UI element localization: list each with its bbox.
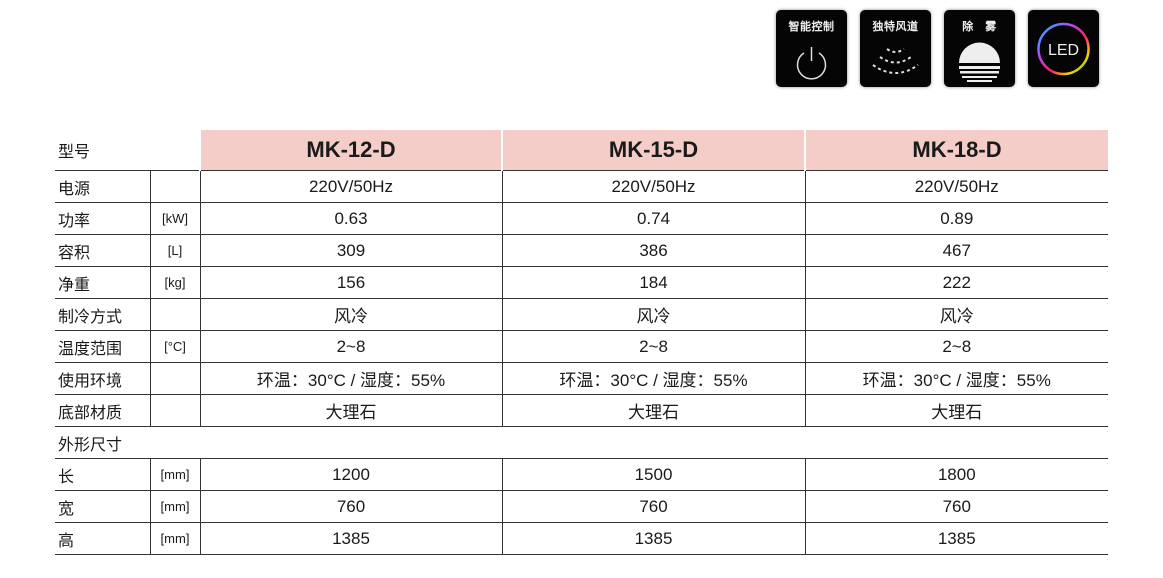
feature-defog: 除 雾 — [944, 10, 1015, 87]
model-header: MK-12-D — [199, 130, 502, 171]
row-unit: [kW] — [149, 202, 200, 235]
led-ring-icon: LED — [1037, 22, 1090, 76]
feature-label: 除 雾 — [962, 20, 997, 33]
cell-value: 2~8 — [199, 330, 502, 363]
cell-value: 风冷 — [501, 298, 805, 331]
cell-value: 760 — [199, 490, 502, 523]
row-label: 宽 — [55, 490, 150, 523]
cell-value: 环温：30°C / 湿度：55% — [199, 362, 502, 395]
feature-led: LED — [1028, 10, 1099, 87]
table-row: 温度范围 [°C] 2~8 2~8 2~8 — [55, 330, 1108, 363]
row-label: 底部材质 — [55, 394, 150, 427]
cell-value: 1385 — [501, 522, 805, 555]
header-label: 型号 — [55, 130, 200, 171]
cell-value: 1385 — [804, 522, 1108, 555]
table-row: 容积 [L] 309 386 467 — [55, 234, 1108, 267]
cell-value: 大理石 — [804, 394, 1108, 427]
cell-value: 2~8 — [501, 330, 805, 363]
cell-value: 467 — [804, 234, 1108, 267]
spec-table: 型号 MK-12-D MK-15-D MK-18-D 电源 220V/50Hz 22… — [55, 130, 1108, 555]
row-unit — [149, 394, 200, 427]
feature-smart-control: 智能控制 — [776, 10, 847, 87]
row-unit: [mm] — [149, 458, 200, 491]
cell-value: 0.63 — [199, 202, 502, 235]
cell-value: 环温：30°C / 湿度：55% — [501, 362, 805, 395]
row-unit: [mm] — [149, 522, 200, 555]
row-label: 容积 — [55, 234, 150, 267]
cell-value: 大理石 — [199, 394, 502, 427]
row-label: 高 — [55, 522, 150, 555]
row-label: 温度范围 — [55, 330, 150, 363]
airflow-icon — [872, 48, 919, 74]
cell-value: 环温：30°C / 湿度：55% — [804, 362, 1108, 395]
section-label: 外形尺寸 — [55, 426, 1108, 459]
table-row: 高 [mm] 1385 1385 1385 — [55, 522, 1108, 555]
model-header: MK-15-D — [501, 130, 805, 171]
table-header-row: 型号 MK-12-D MK-15-D MK-18-D — [55, 130, 1108, 171]
power-icon — [796, 47, 827, 80]
table-row: 功率 [kW] 0.63 0.74 0.89 — [55, 202, 1108, 235]
table-row: 电源 220V/50Hz 220V/50Hz 220V/50Hz — [55, 170, 1108, 203]
cell-value: 0.89 — [804, 202, 1108, 235]
feature-label: 独特风道 — [872, 20, 919, 33]
row-unit: [°C] — [149, 330, 200, 363]
row-label: 使用环境 — [55, 362, 150, 395]
cell-value: 风冷 — [199, 298, 502, 331]
cell-value: 1385 — [199, 522, 502, 555]
cell-value: 220V/50Hz — [804, 170, 1108, 203]
cell-value: 222 — [804, 266, 1108, 299]
table-row: 长 [mm] 1200 1500 1800 — [55, 458, 1108, 491]
cell-value: 2~8 — [804, 330, 1108, 363]
table-row: 制冷方式 风冷 风冷 风冷 — [55, 298, 1108, 331]
cell-value: 386 — [501, 234, 805, 267]
row-unit: [L] — [149, 234, 200, 267]
cell-value: 风冷 — [804, 298, 1108, 331]
row-unit: [mm] — [149, 490, 200, 523]
defog-icon — [959, 42, 1000, 82]
cell-value: 760 — [804, 490, 1108, 523]
model-header: MK-18-D — [804, 130, 1108, 171]
row-label: 长 — [55, 458, 150, 491]
row-unit — [149, 298, 200, 331]
row-label: 制冷方式 — [55, 298, 150, 331]
table-row: 底部材质 大理石 大理石 大理石 — [55, 394, 1108, 427]
row-unit — [149, 362, 200, 395]
cell-value: 大理石 — [501, 394, 805, 427]
cell-value: 0.74 — [501, 202, 805, 235]
cell-value: 220V/50Hz — [199, 170, 502, 203]
cell-value: 220V/50Hz — [501, 170, 805, 203]
table-row: 宽 [mm] 760 760 760 — [55, 490, 1108, 523]
cell-value: 156 — [199, 266, 502, 299]
section-row: 外形尺寸 — [55, 426, 1108, 459]
led-label: LED — [1048, 42, 1079, 59]
row-label: 功率 — [55, 202, 150, 235]
cell-value: 1500 — [501, 458, 805, 491]
feature-label: 智能控制 — [788, 20, 835, 33]
table-row: 使用环境 环温：30°C / 湿度：55% 环温：30°C / 湿度：55% 环温：3… — [55, 362, 1108, 395]
row-unit: [kg] — [149, 266, 200, 299]
feature-icons: 智能控制 独特风道 除 雾 — [776, 10, 1099, 87]
row-label: 净重 — [55, 266, 150, 299]
row-label: 电源 — [55, 170, 150, 203]
cell-value: 1200 — [199, 458, 502, 491]
cell-value: 309 — [199, 234, 502, 267]
table-row: 净重 [kg] 156 184 222 — [55, 266, 1108, 299]
cell-value: 184 — [501, 266, 805, 299]
row-unit — [149, 170, 200, 203]
feature-airflow: 独特风道 — [860, 10, 931, 87]
cell-value: 1800 — [804, 458, 1108, 491]
cell-value: 760 — [501, 490, 805, 523]
